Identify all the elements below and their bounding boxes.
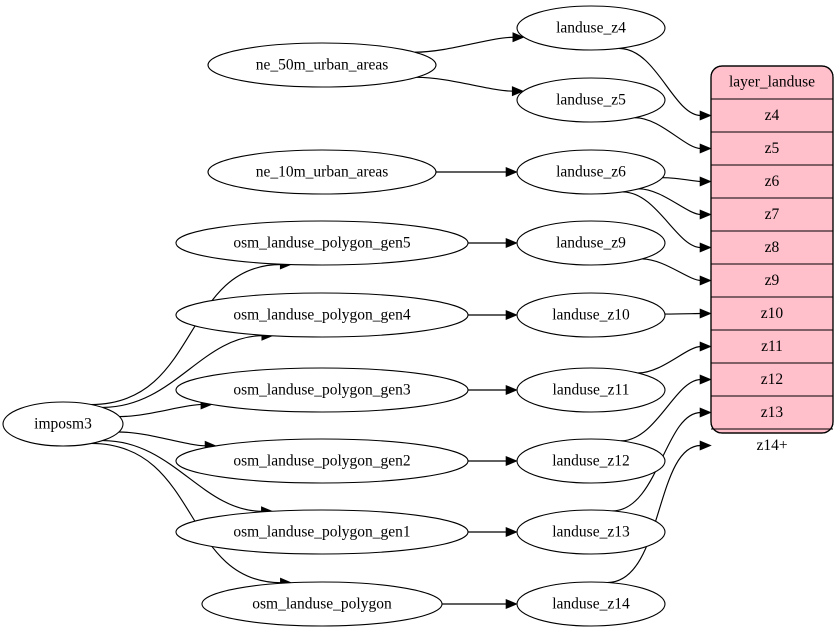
node-label: osm_landuse_polygon_gen5 bbox=[233, 235, 411, 252]
record-row-label: z10 bbox=[761, 305, 784, 322]
edge-imposm3-to-osm_landuse_polygon_gen2 bbox=[118, 431, 217, 451]
record-row-z7[interactable]: z7 bbox=[765, 206, 780, 223]
record-row-z12[interactable]: z12 bbox=[761, 371, 783, 388]
node-imposm3[interactable]: imposm3 bbox=[2, 401, 124, 447]
node-landuse_z13[interactable]: landuse_z13 bbox=[516, 509, 666, 555]
record-row-z9[interactable]: z9 bbox=[765, 272, 780, 289]
node-label: ne_10m_urban_areas bbox=[256, 164, 389, 181]
node-label: landuse_z9 bbox=[556, 235, 626, 252]
record-row-z13[interactable]: z13 bbox=[761, 404, 784, 421]
edge-landuse_z6-to-layer_landuse-z8 bbox=[622, 191, 712, 253]
edge-landuse_z6-to-layer_landuse-z7 bbox=[638, 188, 712, 220]
node-label: landuse_z13 bbox=[552, 524, 630, 541]
record-row-z10[interactable]: z10 bbox=[761, 305, 784, 322]
edge-landuse_z11-to-layer_landuse-z11 bbox=[637, 341, 712, 374]
node-label: landuse_z4 bbox=[556, 20, 626, 37]
node-label: osm_landuse_polygon_gen2 bbox=[233, 453, 410, 470]
record-row-z11[interactable]: z11 bbox=[761, 338, 783, 355]
record-table-layer: layer_landuse z4 z5 z6 z7 z8 z9 z10 z11 z12 z13 z14… bbox=[710, 65, 834, 454]
node-landuse_z6[interactable]: landuse_z6 bbox=[516, 149, 666, 195]
node-label: imposm3 bbox=[34, 416, 92, 433]
node-label: osm_landuse_polygon_gen3 bbox=[233, 382, 411, 399]
edge-osm_landuse_polygon_gen4-to-landuse_z10 bbox=[468, 309, 518, 321]
record-row-label: z7 bbox=[765, 206, 780, 223]
node-osm_landuse_polygon[interactable]: osm_landuse_polygon bbox=[201, 581, 443, 627]
node-osm_landuse_polygon_gen3[interactable]: osm_landuse_polygon_gen3 bbox=[175, 367, 469, 413]
edge-landuse_z4-to-layer_landuse-z4 bbox=[618, 47, 712, 121]
edge-landuse_z9-to-layer_landuse-z9 bbox=[642, 258, 712, 286]
record-row-label: z5 bbox=[765, 140, 780, 157]
node-landuse_z4[interactable]: landuse_z4 bbox=[516, 5, 666, 51]
record-header-label: layer_landuse bbox=[729, 74, 815, 91]
node-ne_10m_urban_areas[interactable]: ne_10m_urban_areas bbox=[207, 149, 437, 195]
edge-landuse_z14-to-layer_landuse-z14+ bbox=[607, 440, 712, 584]
node-osm_landuse_polygon_gen4[interactable]: osm_landuse_polygon_gen4 bbox=[175, 292, 469, 338]
node-landuse_z14[interactable]: landuse_z14 bbox=[516, 581, 666, 627]
node-label: landuse_z5 bbox=[556, 92, 626, 109]
edge-osm_landuse_polygon_gen1-to-landuse_z13 bbox=[468, 526, 518, 538]
edge-osm_landuse_polygon_gen2-to-landuse_z12 bbox=[468, 455, 518, 467]
edge-osm_landuse_polygon_gen5-to-landuse_z9 bbox=[468, 237, 518, 249]
node-label: landuse_z14 bbox=[552, 596, 630, 613]
record-row-label: z8 bbox=[765, 239, 780, 256]
node-landuse_z9[interactable]: landuse_z9 bbox=[516, 220, 666, 266]
node-label: landuse_z6 bbox=[556, 164, 626, 181]
node-landuse_z11[interactable]: landuse_z11 bbox=[516, 367, 666, 413]
record-row-z8[interactable]: z8 bbox=[765, 239, 780, 256]
node-landuse_z12[interactable]: landuse_z12 bbox=[516, 438, 666, 484]
node-osm_landuse_polygon_gen2[interactable]: osm_landuse_polygon_gen2 bbox=[175, 438, 469, 484]
edge-ne_10m_urban_areas-to-landuse_z6 bbox=[435, 166, 518, 178]
node-label: osm_landuse_polygon bbox=[252, 596, 392, 613]
record-row-z5[interactable]: z5 bbox=[765, 140, 780, 157]
record-row-label: z6 bbox=[765, 173, 780, 190]
node-label: ne_50m_urban_areas bbox=[256, 57, 389, 74]
edge-osm_landuse_polygon-to-landuse_z14 bbox=[442, 598, 518, 610]
record-row-label: z13 bbox=[761, 404, 784, 421]
node-landuse_z10[interactable]: landuse_z10 bbox=[516, 292, 666, 338]
record-table-layer_landuse[interactable]: layer_landuse z4 z5 z6 z7 z8 z9 z10 z11 z12 z13 z14… bbox=[710, 65, 834, 454]
node-label: osm_landuse_polygon_gen4 bbox=[233, 307, 411, 324]
node-landuse_z5[interactable]: landuse_z5 bbox=[516, 77, 666, 123]
node-label: landuse_z10 bbox=[552, 307, 630, 324]
record-row-label: z12 bbox=[761, 371, 783, 388]
edge-osm_landuse_polygon_gen3-to-landuse_z11 bbox=[468, 384, 518, 396]
record-row-label: z4 bbox=[765, 107, 780, 124]
node-ne_50m_urban_areas[interactable]: ne_50m_urban_areas bbox=[207, 42, 437, 88]
record-row-label: z14+ bbox=[756, 437, 787, 454]
record-row-z4[interactable]: z4 bbox=[765, 107, 780, 124]
record-row-label: z9 bbox=[765, 272, 780, 289]
node-label: landuse_z12 bbox=[552, 453, 629, 470]
node-osm_landuse_polygon_gen5[interactable]: osm_landuse_polygon_gen5 bbox=[175, 220, 469, 266]
edge-landuse_z10-to-layer_landuse-z10 bbox=[664, 308, 712, 319]
edge-landuse_z5-to-layer_landuse-z5 bbox=[634, 117, 712, 154]
edge-ne_50m_urban_areas-to-landuse_z4 bbox=[414, 32, 525, 53]
record-row-z6[interactable]: z6 bbox=[765, 173, 780, 190]
edge-ne_50m_urban_areas-to-landuse_z5 bbox=[416, 76, 524, 97]
edge-landuse_z12-to-layer_landuse-z12 bbox=[620, 374, 712, 442]
node-label: osm_landuse_polygon_gen1 bbox=[233, 524, 410, 541]
edge-landuse_z6-to-layer_landuse-z6 bbox=[662, 176, 712, 187]
node-osm_landuse_polygon_gen1[interactable]: osm_landuse_polygon_gen1 bbox=[175, 509, 469, 555]
record-row-label: z11 bbox=[761, 338, 783, 355]
node-layer: imposm3 ne_50m_urban_areas ne_10m_urban_ar… bbox=[2, 5, 666, 627]
record-row-z14+[interactable]: z14+ bbox=[756, 437, 787, 454]
node-label: landuse_z11 bbox=[553, 382, 630, 399]
